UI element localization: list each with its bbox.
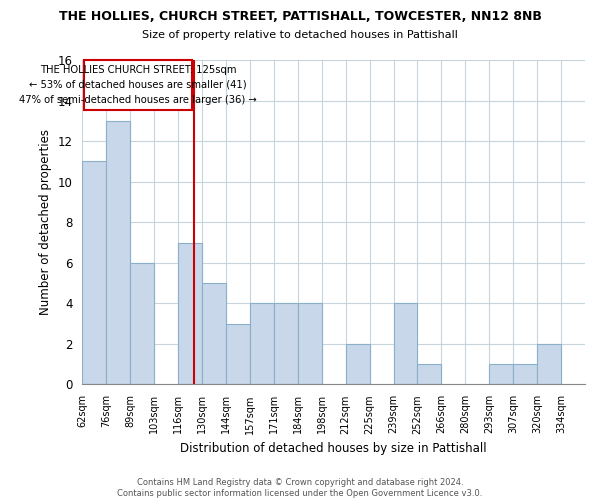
Bar — [346, 344, 370, 385]
Bar — [418, 364, 442, 384]
Bar — [489, 364, 513, 384]
Y-axis label: Number of detached properties: Number of detached properties — [39, 129, 52, 315]
Bar — [202, 283, 226, 384]
Bar — [537, 344, 561, 385]
Bar — [178, 242, 202, 384]
Text: Size of property relative to detached houses in Pattishall: Size of property relative to detached ho… — [142, 30, 458, 40]
Bar — [274, 304, 298, 384]
FancyBboxPatch shape — [83, 60, 193, 110]
Bar — [250, 304, 274, 384]
Text: THE HOLLIES, CHURCH STREET, PATTISHALL, TOWCESTER, NN12 8NB: THE HOLLIES, CHURCH STREET, PATTISHALL, … — [59, 10, 541, 23]
Bar — [82, 162, 106, 384]
Bar — [106, 121, 130, 384]
Bar — [298, 304, 322, 384]
Text: Contains HM Land Registry data © Crown copyright and database right 2024.
Contai: Contains HM Land Registry data © Crown c… — [118, 478, 482, 498]
Bar — [130, 263, 154, 384]
Text: THE HOLLIES CHURCH STREET: 125sqm
← 53% of detached houses are smaller (41)
47% : THE HOLLIES CHURCH STREET: 125sqm ← 53% … — [19, 65, 257, 104]
Bar — [394, 304, 418, 384]
Bar — [226, 324, 250, 384]
Bar — [513, 364, 537, 384]
X-axis label: Distribution of detached houses by size in Pattishall: Distribution of detached houses by size … — [181, 442, 487, 455]
